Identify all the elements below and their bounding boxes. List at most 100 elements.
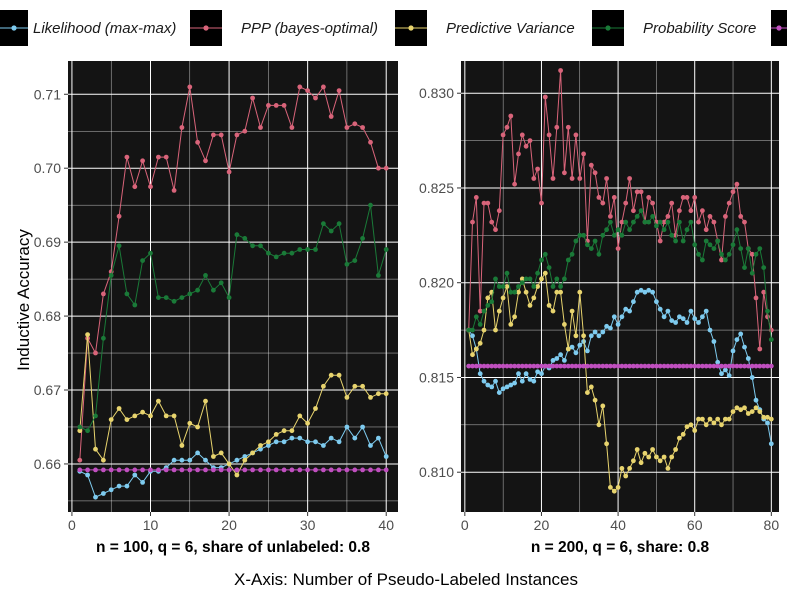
data-point [539,371,544,377]
data-point [573,363,579,369]
data-point [669,232,675,238]
data-point [496,208,502,214]
data-point [504,284,510,289]
data-point [93,413,98,419]
data-point [376,273,381,278]
data-point [470,327,475,333]
legend: Likelihood (max-max) PPP (bayes-optimal) P… [0,10,787,46]
data-point [646,219,652,225]
data-point [523,143,529,149]
data-point [738,246,744,252]
data-point [654,299,659,305]
data-point [101,335,106,341]
data-point [753,251,759,257]
data-point [281,250,287,256]
data-point [527,377,533,382]
data-point [132,413,138,419]
data-point [539,363,544,369]
data-point [680,238,686,244]
legend-item [771,10,787,46]
data-point [726,200,732,206]
data-point [623,363,629,369]
data-point [77,428,83,434]
data-point [562,322,567,327]
data-point [489,384,495,390]
data-point [493,327,498,333]
data-point [665,308,671,314]
data-point [179,295,185,300]
data-point [619,363,625,369]
data-point [730,409,736,414]
data-point [577,232,583,238]
data-point [542,363,548,369]
data-point [328,435,334,441]
data-point [604,227,609,233]
data-point [680,363,686,369]
data-point [585,348,590,354]
data-point [742,265,747,270]
data-point [519,276,525,282]
data-point [124,467,130,473]
data-point [650,447,655,452]
data-point [680,195,686,200]
data-point [573,132,579,138]
series [77,202,389,434]
data-point [187,84,193,90]
data-point [477,308,483,314]
data-point [677,219,682,225]
data-point [535,166,540,172]
data-point [661,227,667,233]
data-point [305,420,310,426]
data-point [692,242,698,248]
data-point [700,314,705,320]
y-tick-label: 0.810 [419,464,454,480]
data-point [596,333,602,339]
data-point [203,158,208,164]
data-point [527,276,533,282]
data-point [723,214,728,219]
data-point [554,356,560,361]
data-point [535,369,540,375]
data-point [93,494,98,500]
data-point [101,457,106,463]
data-point [719,371,724,377]
data-point [680,316,686,322]
data-point [234,457,240,463]
data-point [179,457,185,463]
data-point [619,219,625,225]
data-point [638,363,644,369]
data-point [512,181,517,187]
data-point [700,416,705,422]
data-point [684,320,690,325]
data-point [749,409,755,414]
data-point [726,373,732,378]
data-point [321,443,326,448]
data-point [600,403,606,409]
data-point [753,295,759,301]
data-point [723,257,728,263]
data-point [496,390,502,395]
data-point [596,422,602,428]
data-point [700,363,705,369]
data-point [297,413,303,419]
data-point [504,270,510,276]
data-point [669,454,675,460]
data-point [546,363,552,369]
data-point [148,467,153,473]
data-point [615,485,621,490]
legend-key-point [605,25,611,31]
data-point [539,276,544,282]
data-point [376,165,381,171]
data-point [696,219,701,225]
y-tick-label: 0.825 [419,180,454,196]
data-point [688,219,694,225]
legend-key-point [408,25,414,31]
data-point [101,491,106,496]
data-point [179,467,185,473]
data-point [489,363,495,369]
data-point [585,242,590,248]
data-point [179,125,185,130]
data-point [726,251,732,257]
data-point [352,435,358,441]
series [466,270,774,494]
